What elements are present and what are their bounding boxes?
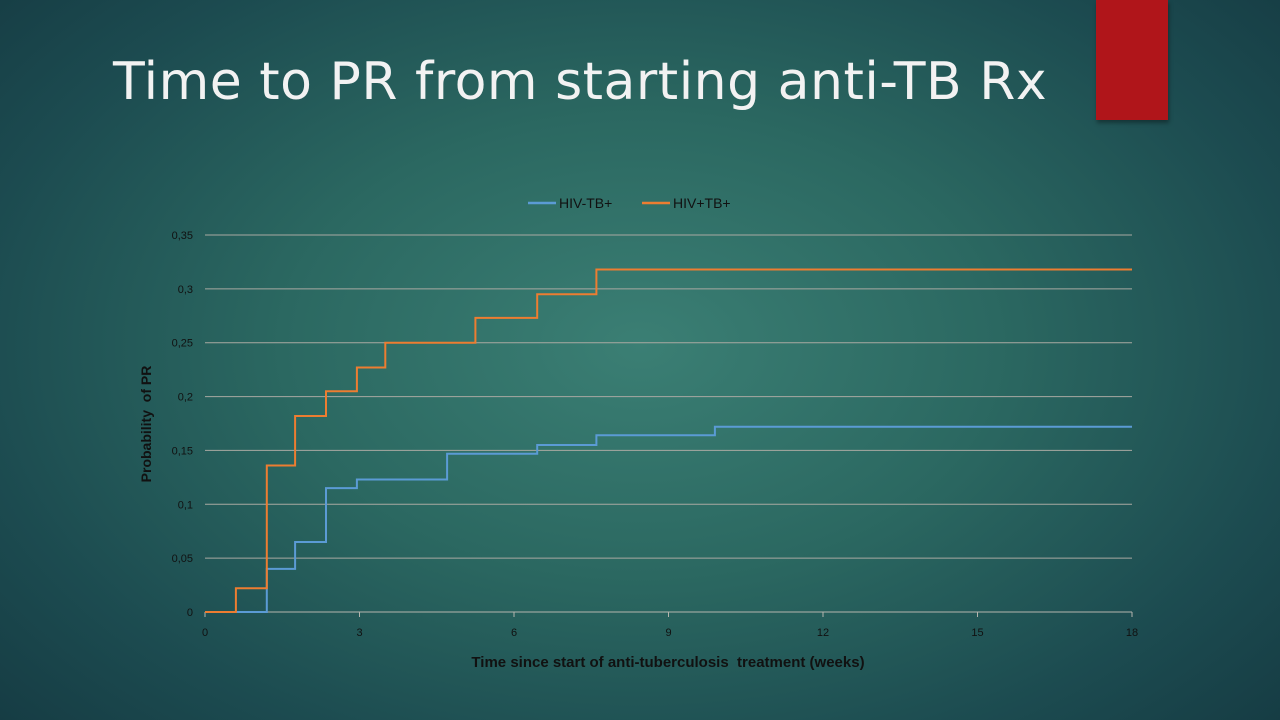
legend-label: HIV+TB+ — [673, 195, 731, 211]
accent-bar — [1096, 0, 1168, 120]
y-tick-label: 0,2 — [178, 392, 193, 404]
x-axis-title: Time since start of anti-tuberculosis tr… — [471, 654, 864, 671]
y-axis-title: Probability of PR — [138, 366, 154, 483]
y-tick-label: 0,1 — [178, 499, 193, 511]
x-tick-label: 18 — [1126, 627, 1138, 639]
x-tick-label: 0 — [202, 627, 208, 639]
y-tick-label: 0,15 — [172, 445, 193, 457]
x-tick-label: 6 — [511, 627, 517, 639]
series-line — [205, 268, 1132, 613]
y-tick-label: 0 — [187, 607, 193, 619]
x-tick-label: 12 — [817, 627, 829, 639]
series-line — [205, 425, 1132, 613]
x-tick-label: 3 — [356, 627, 362, 639]
x-tick-label: 9 — [665, 627, 671, 639]
slide-title: Time to PR from starting anti-TB Rx — [113, 52, 1048, 112]
axes: 0 0,05 0,1 0,15 0,2 0,25 0,3 0,35 0 3 6 9 12 15 18 — [172, 230, 1139, 639]
series-lines — [205, 268, 1132, 613]
y-tick-label: 0,05 — [172, 553, 193, 565]
legend: HIV-TB+ HIV+TB+ — [528, 195, 731, 211]
gridlines — [205, 234, 1132, 613]
legend-label: HIV-TB+ — [559, 195, 612, 211]
x-tick-label: 15 — [971, 627, 983, 639]
y-tick-label: 0,3 — [178, 284, 193, 296]
y-tick-label: 0,25 — [172, 338, 193, 350]
y-tick-label: 0,35 — [172, 230, 193, 242]
